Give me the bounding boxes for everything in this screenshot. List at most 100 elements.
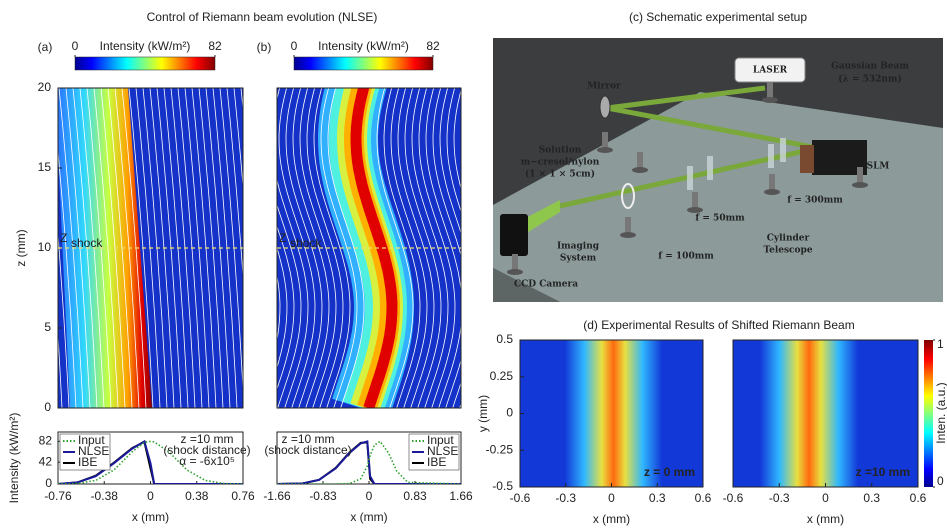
trajectory [248,88,272,408]
diagram-label: Gaussian Beam [831,62,909,72]
y-tick-label: -0.25 [486,442,514,456]
mount [857,167,863,185]
x-axis-label: x (mm) [132,510,169,524]
colorbar [293,56,434,71]
trajectory [277,225,295,391]
y-tick-label: 5 [44,320,51,334]
mount-base [507,269,523,275]
trajectory [277,203,302,408]
optic [687,166,693,190]
trajectory [313,88,351,408]
trajectory [460,127,461,151]
beam [350,88,398,408]
trajectory [418,88,456,408]
mount-base [764,189,780,195]
legend-label: Input [427,433,454,447]
trajectory [411,88,449,408]
colorbar-tick-label: 82 [426,39,440,53]
y-tick-label: 0.5 [496,332,513,346]
x-tick-label: 0.38 [185,489,209,503]
trajectory [299,88,337,408]
panel-label: (a) [38,40,53,54]
mount-base [852,182,868,188]
trajectory [446,88,461,408]
x-tick-label: -0.76 [44,489,72,503]
y-tick-label: 0 [45,476,52,490]
x-tick-label: 0 [608,491,615,505]
colorbar-tick-label: 1 [937,337,944,351]
x-tick-label: -1.66 [263,489,291,503]
x-axis-label: x (mm) [593,512,630,526]
annotation: z = 0 mm [644,465,695,479]
x-tick-label: 1.66 [449,489,473,503]
trajectory [277,88,309,408]
annotation: α = -6x10⁵ [179,454,235,468]
x-tick-label: 0 [147,489,154,503]
trajectory [390,88,428,408]
mount [512,254,518,272]
x-tick-label: 0.3 [863,491,880,505]
legend-label: NLSE [78,444,109,458]
series-line [58,440,243,484]
annotation: z =10 mm [180,432,233,446]
x-tick-label: -0.3 [769,491,790,505]
shock-label: Z [60,231,67,245]
mirror [599,95,611,119]
diagram-label: System [560,254,597,264]
mount-base [632,167,648,173]
trajectory [425,88,461,408]
trajectory [285,88,323,408]
figure-title: (d) Experimental Results of Shifted Riem… [583,318,854,332]
slm-front [800,145,814,173]
diagram-label: m−cresol/nylon [521,158,600,168]
beam-cone [518,200,560,236]
colorbar-label: Intensity (kW/m²) [100,39,191,53]
diagram-label: f = 50mm [695,214,745,224]
mount [767,82,773,100]
x-axis-label: x (mm) [350,510,387,524]
colorbar-tick-label: 0 [291,39,298,53]
beam [58,88,152,408]
trajectory [327,88,365,408]
diagram-label: CCD Camera [514,280,578,290]
y-tick-label: -0.5 [492,479,513,493]
y-tick-label: 15 [38,160,52,174]
y-tick-label: 42 [39,454,53,468]
lens [621,183,635,209]
table-edge [493,268,560,302]
trajectory [306,88,344,408]
trajectory [278,88,316,408]
x-tick-label: 0 [366,489,373,503]
figure-title: Control of Riemann beam evolution (NLSE) [147,10,378,24]
x-tick-label: 0 [822,491,829,505]
diagram-label: Telescope [763,246,812,256]
y-tick-label: 82 [39,434,53,448]
legend-label: IBE [427,455,446,469]
camera [500,214,528,256]
trajectory [383,88,421,408]
trajectory [320,88,358,408]
x-tick-label: -0.3 [555,491,576,505]
beam [565,340,662,487]
mount-base [687,207,703,213]
optic [780,138,786,162]
trajectory [439,88,461,408]
trajectory [277,246,288,369]
trajectory [277,274,281,342]
x-tick-label: -0.83 [309,489,337,503]
legend-label: NLSE [427,444,458,458]
x-tick-label: -0.38 [91,489,119,503]
colorbar [924,340,933,487]
annotation: z =10 mm [281,432,334,446]
beam [760,340,858,487]
mount-base [620,232,636,238]
trajectory [292,88,330,408]
y-tick-label: 0.25 [490,369,514,383]
mount [637,152,643,170]
y-tick-label: 0 [44,400,51,414]
diagram-label: LASER [753,66,788,76]
series-line [277,440,461,484]
plot-area [58,439,243,484]
y-tick-label: 20 [38,80,52,94]
